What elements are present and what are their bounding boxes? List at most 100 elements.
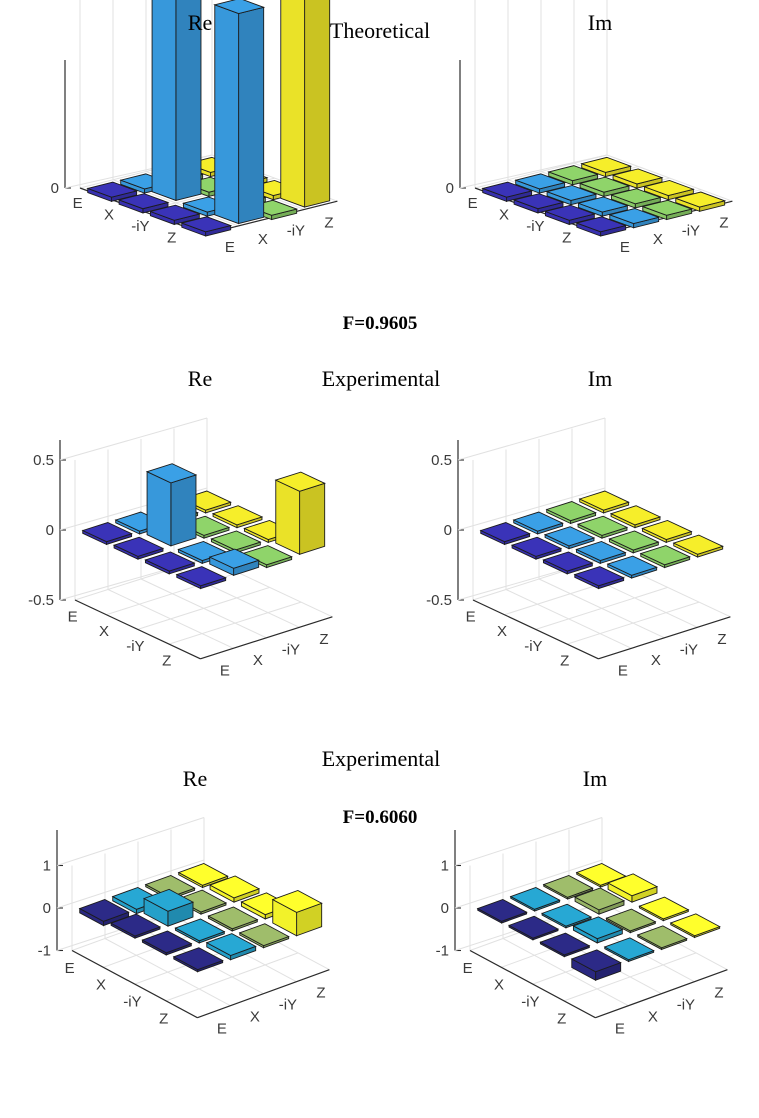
grid-line: [538, 578, 665, 639]
grid-line: [59, 417, 208, 461]
bar-E-E: [476, 898, 528, 924]
bar-Z-iY: [636, 925, 688, 951]
grid-line: [457, 417, 606, 461]
col-tick-label: -iY: [279, 997, 297, 1014]
row-tick-label: X: [494, 977, 504, 994]
grid-line: [56, 859, 205, 909]
row-tick-label: Z: [167, 229, 176, 246]
bar-X-X: [540, 903, 593, 929]
bar-X-E: [109, 913, 162, 939]
row-tick-label: Z: [557, 1010, 566, 1027]
bar-Z-E: [172, 947, 224, 973]
col-tick-label: E: [220, 663, 230, 680]
grid-line: [505, 589, 632, 649]
row-tick-label: E: [463, 960, 473, 977]
bar-iY-X: [572, 916, 624, 944]
bar-Z-Z: [280, 0, 331, 208]
grid-line: [606, 154, 733, 202]
grid-line: [502, 938, 629, 1007]
bar-X-X: [543, 526, 596, 550]
bar-Z-Z: [274, 471, 326, 555]
bar-iY-E: [141, 930, 193, 956]
bar-Z-E: [180, 216, 233, 237]
col-tick-label: -iY: [680, 642, 698, 659]
bar-Z-X: [603, 937, 655, 963]
bar-E-Z: [177, 862, 229, 889]
col-axis-line: [598, 616, 731, 660]
col-tick-label: -iY: [677, 997, 695, 1014]
bar-X-X: [151, 0, 202, 202]
bar-X-X: [145, 463, 198, 547]
bar-E-E: [81, 522, 133, 546]
section-title-theoretical: Theoretical: [330, 18, 430, 43]
bar-iY-X: [575, 540, 627, 565]
row-tick-label: X: [99, 623, 109, 640]
bar-Z-X: [213, 0, 266, 225]
bar-Z-X: [608, 208, 661, 229]
col-tick-label: E: [620, 239, 630, 256]
bar-iY-iY: [608, 530, 660, 554]
z-tick-label: -1: [38, 943, 51, 960]
bar-iY-E: [148, 204, 201, 226]
bar-Z-X: [606, 555, 658, 579]
bar-X-X: [142, 888, 195, 927]
panel-title-re: Re: [188, 366, 212, 391]
row-tick-label: -iY: [131, 218, 149, 235]
row-tick-label: E: [65, 960, 75, 977]
row-tick-label: E: [468, 195, 478, 212]
fidelity-value-1: F=0.9605: [343, 313, 418, 334]
bar-iY-E: [543, 204, 596, 226]
bar-X-E: [112, 536, 165, 560]
bar-E-iY: [545, 501, 597, 525]
row-tick-label: X: [96, 977, 106, 994]
col-tick-label: -iY: [682, 223, 700, 240]
z-tick-label: 1: [43, 858, 51, 875]
panel-title-re: Re: [183, 766, 207, 791]
bar-E-Z: [578, 490, 630, 514]
panel-title-im: Im: [588, 366, 612, 391]
bar-X-Z: [609, 505, 662, 529]
z-tick-label: 0: [43, 900, 51, 917]
z-tick-label: -0.5: [28, 592, 54, 609]
col-tick-label: -iY: [282, 642, 300, 659]
col-tick-label: X: [651, 652, 661, 669]
chart-panel-3: -0.5 0 0.5 E X -iY Z E X -iY Z Re: [28, 366, 333, 680]
col-tick-label: X: [653, 231, 663, 248]
grid-line: [104, 938, 231, 1007]
bar-X-iY: [578, 176, 631, 198]
col-tick-label: Z: [714, 985, 723, 1002]
z-tick-label: 0: [441, 900, 449, 917]
grid-line: [107, 589, 234, 649]
bar-X-Z: [211, 505, 264, 529]
bar-iY-Z: [642, 180, 695, 201]
bar-Z-iY: [641, 199, 694, 221]
row-tick-label: Z: [562, 229, 571, 246]
bar-E-Z: [580, 156, 633, 178]
bar-X-Z: [606, 873, 659, 903]
bar-X-iY: [573, 887, 626, 915]
row-tick-label: E: [73, 195, 83, 212]
col-tick-label: Z: [319, 631, 328, 648]
bar-Z-iY: [639, 545, 691, 569]
panel-title-re: Re: [188, 10, 212, 35]
bar-Z-Z: [669, 913, 721, 939]
row-tick-label: X: [104, 206, 114, 223]
bar-Z-E: [570, 949, 622, 981]
bar-X-Z: [208, 875, 261, 903]
bar-iY-iY: [605, 908, 657, 934]
bar-E-iY: [547, 165, 600, 186]
bar-Z-X: [205, 933, 257, 961]
row-tick-label: Z: [162, 652, 171, 669]
col-tick-label: E: [618, 663, 628, 680]
z-tick-label: -0.5: [426, 592, 452, 609]
bar-X-E: [117, 193, 170, 214]
col-tick-label: X: [648, 1009, 658, 1026]
row-tick-label: -iY: [521, 994, 539, 1011]
z-tick-label: 0.5: [33, 452, 54, 469]
z-tick-label: 0: [446, 180, 454, 197]
col-tick-label: X: [250, 1009, 260, 1026]
z-tick-label: 0: [46, 522, 54, 539]
row-tick-label: -iY: [123, 994, 141, 1011]
bar-iY-iY: [609, 188, 662, 209]
